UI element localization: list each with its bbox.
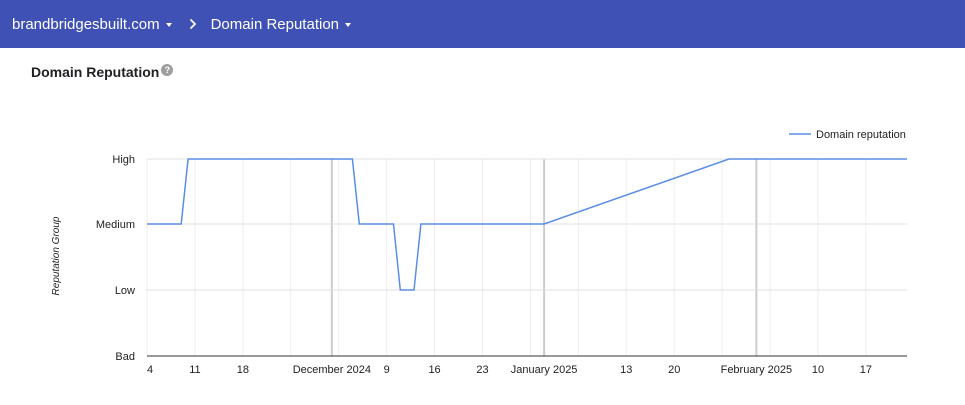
legend: Domain reputation — [789, 129, 906, 141]
x-tick-label: February 2025 — [721, 364, 793, 376]
y-tick-label: Low — [115, 285, 135, 297]
y-tick-label: Bad — [115, 351, 135, 363]
domain-label: brandbridgesbuilt.com — [12, 15, 160, 33]
x-tick-label: 13 — [620, 364, 632, 376]
x-tick-label: 18 — [237, 364, 249, 376]
x-tick-label: 11 — [189, 364, 200, 376]
top-bar: brandbridgesbuilt.com Domain Reputation — [0, 0, 965, 48]
x-tick-label: 17 — [860, 364, 872, 376]
page-label: Domain Reputation — [210, 15, 340, 33]
y-axis-title: Reputation Group — [51, 216, 62, 295]
legend-label: Domain reputation — [816, 129, 906, 141]
y-tick-label: Medium — [96, 219, 135, 231]
x-tick-label: December 2024 — [293, 364, 371, 376]
x-tick-label: 20 — [668, 364, 680, 376]
x-tick-label: 10 — [812, 364, 824, 376]
series-line-domain-reputation — [147, 158, 907, 291]
y-tick-label: High — [112, 154, 135, 166]
x-tick-label: 16 — [428, 364, 440, 376]
card-title-text: Domain Reputation — [31, 64, 160, 80]
page-selector[interactable]: Domain Reputation — [210, 15, 352, 33]
x-tick-label: 4 — [147, 364, 153, 376]
card-title: Domain Reputation ? — [31, 64, 174, 80]
caret-down-icon — [345, 23, 352, 27]
help-circle-icon[interactable]: ? — [161, 64, 174, 76]
x-tick-label: 23 — [476, 364, 488, 376]
domain-selector[interactable]: brandbridgesbuilt.com — [12, 16, 172, 33]
x-tick-label: 9 — [384, 364, 390, 376]
chevron-right-icon — [189, 18, 197, 30]
x-tick-label: January 2025 — [511, 364, 578, 376]
caret-down-icon — [165, 23, 172, 27]
